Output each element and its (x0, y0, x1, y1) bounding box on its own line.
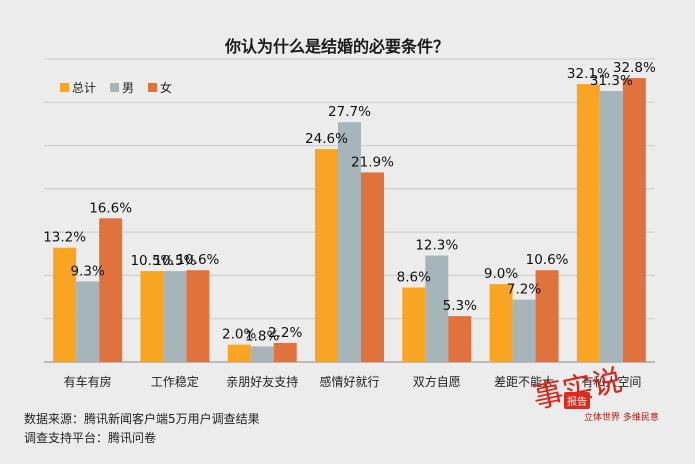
value-label: 1.8% (245, 328, 279, 344)
value-label: 10.5% (130, 253, 173, 269)
bar (361, 172, 384, 362)
bar (186, 270, 210, 362)
legend-swatch (148, 83, 157, 92)
value-label: 16.6% (89, 200, 132, 216)
bar (622, 78, 646, 362)
bar (140, 271, 164, 362)
category-label: 工作稳定 (151, 374, 199, 389)
legend-label: 总计 (72, 81, 96, 95)
value-label: 2.2% (268, 325, 302, 341)
category-label: 有车有房 (64, 374, 112, 389)
value-label: 10.6% (526, 252, 569, 268)
value-label: 32.8% (613, 60, 656, 76)
category-label: 感情好就行 (319, 374, 379, 389)
bar (76, 281, 100, 362)
bar (535, 270, 559, 362)
value-label: 12.3% (415, 238, 458, 254)
category-label: 差距不能大 (494, 375, 554, 389)
value-label: 8.6% (397, 270, 431, 286)
value-label: 2.0% (222, 327, 256, 343)
value-label: 7.2% (507, 282, 541, 298)
bar (402, 287, 426, 362)
bar (448, 316, 472, 362)
brand-logo: 事实说 报告 立体世界 多维民意 (528, 363, 678, 444)
value-label: 27.7% (328, 104, 371, 120)
value-label: 5.3% (443, 298, 477, 314)
value-label: 13.2% (43, 230, 86, 246)
bars (53, 78, 646, 362)
chart-title: 你认为什么是结婚的必要条件？ (224, 37, 449, 56)
bar (163, 271, 187, 362)
value-label: 21.9% (351, 154, 394, 170)
bar (425, 255, 449, 362)
value-labels: 13.2%9.3%16.6%10.5%10.5%10.6%2.0%1.8%2.2… (43, 60, 656, 344)
bar (250, 346, 274, 362)
bar (273, 342, 297, 362)
category-label: 有私人空间 (581, 375, 641, 389)
bar (599, 91, 623, 362)
bar (338, 122, 361, 362)
legend-swatch (110, 83, 119, 92)
bar (512, 299, 536, 362)
category-labels: 有车有房 工作稳定 亲朋好友支持 感情好就行 双方自愿 差距不能大 有私人空间 (64, 374, 642, 389)
bar (53, 247, 77, 362)
value-label: 9.0% (484, 266, 518, 282)
logo-tagline: 立体世界 多维民意 (584, 413, 659, 423)
category-label: 双方自愿 (413, 374, 461, 389)
bar (99, 218, 123, 362)
legend-label: 女 (160, 80, 172, 95)
value-label: 10.6% (176, 252, 219, 268)
legend: 总计 男 女 (60, 80, 172, 95)
value-label: 10.5% (153, 253, 196, 269)
bar (227, 344, 251, 362)
value-label: 31.3% (590, 73, 633, 89)
value-label: 24.6% (305, 131, 348, 147)
value-label: 32.1% (567, 66, 610, 82)
survey-platform-note: 调查支持平台：腾讯问卷 (24, 431, 157, 445)
bar (489, 284, 513, 362)
data-source-note: 数据来源：腾讯新闻客户端5万用户调查结果 (24, 412, 260, 426)
logo-seal: 报告 (564, 392, 590, 409)
value-label: 9.3% (70, 263, 104, 279)
bar (576, 84, 600, 362)
legend-swatch (60, 83, 69, 92)
legend-label: 男 (122, 81, 134, 95)
bar (315, 149, 338, 362)
category-label: 亲朋好友支持 (226, 374, 298, 389)
